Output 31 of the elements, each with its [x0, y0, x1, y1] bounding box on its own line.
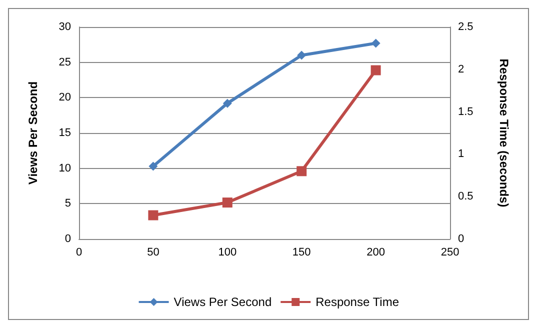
- point: [148, 162, 158, 171]
- x-tick-label: 100: [218, 246, 237, 258]
- y-tick-label: 20: [58, 92, 71, 104]
- y2-tick-label: 2: [458, 63, 464, 76]
- y2-tick-label: 1: [458, 148, 464, 160]
- y-tick-label: 30: [58, 21, 71, 33]
- y-tick-label: 25: [58, 56, 71, 68]
- x-tick-label: 200: [366, 246, 385, 258]
- y2-axis-title: Response Time (seconds): [497, 58, 511, 208]
- y-tick-label: 15: [58, 127, 71, 139]
- y-tick-label: 5: [64, 198, 71, 210]
- y2-tick-label: 2.5: [458, 21, 474, 33]
- y2-tick-label: 1.5: [458, 106, 474, 118]
- point: [370, 65, 381, 76]
- y2-tick-label: 0: [458, 233, 464, 245]
- point: [222, 98, 232, 108]
- point: [222, 198, 232, 208]
- point: [296, 166, 307, 176]
- y2-tick-label: 0.5: [458, 190, 474, 203]
- point: [297, 50, 306, 60]
- x-tick-label: 150: [292, 246, 311, 258]
- legend-label: Views Per Second: [174, 295, 272, 309]
- y-tick-label: 0: [64, 233, 71, 245]
- x-tick-label: 50: [147, 246, 160, 258]
- y-axis-title: Views Per Second: [26, 81, 40, 185]
- x-tick-label: 250: [440, 246, 460, 258]
- y-tick-label: 10: [58, 162, 71, 174]
- point: [148, 210, 158, 220]
- legend-label: Response Time: [316, 295, 400, 309]
- x-tick-label: 0: [76, 246, 82, 258]
- point: [371, 38, 380, 48]
